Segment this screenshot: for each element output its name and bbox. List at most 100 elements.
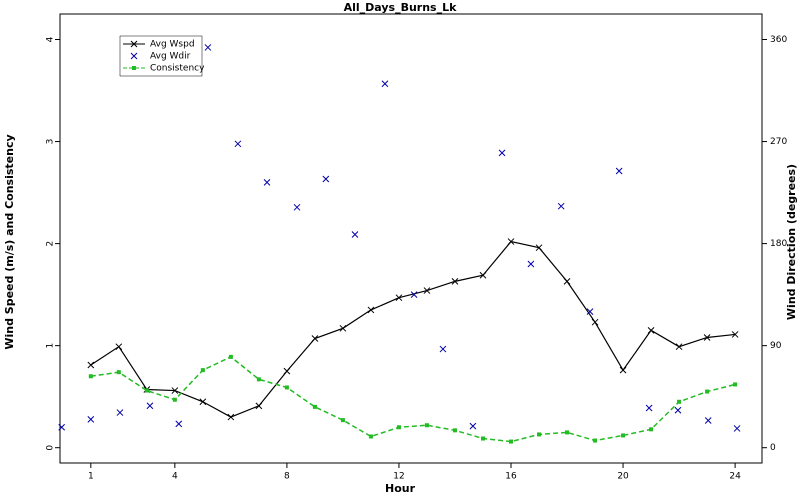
x-tick-label: 20 bbox=[617, 472, 629, 482]
data-point bbox=[557, 202, 565, 210]
x-tick-label: 8 bbox=[284, 472, 290, 482]
data-point bbox=[351, 231, 359, 238]
data-point bbox=[311, 335, 319, 342]
data-point bbox=[619, 366, 627, 374]
data-point bbox=[381, 80, 389, 88]
data-point bbox=[228, 354, 233, 359]
data-point bbox=[368, 434, 373, 439]
legend-label: Avg Wspd bbox=[150, 40, 195, 50]
data-point bbox=[480, 436, 485, 441]
data-point bbox=[396, 425, 401, 430]
data-point bbox=[593, 438, 598, 443]
data-point bbox=[469, 422, 477, 430]
y2-tick-label: 270 bbox=[770, 137, 787, 147]
data-point bbox=[509, 439, 514, 444]
data-point bbox=[703, 334, 711, 341]
data-point bbox=[293, 203, 301, 211]
data-point bbox=[479, 271, 487, 279]
legend-label: Consistency bbox=[150, 64, 205, 74]
data-point bbox=[395, 294, 403, 302]
data-point bbox=[146, 402, 154, 410]
legend-marker bbox=[130, 52, 138, 60]
data-point bbox=[451, 278, 459, 285]
data-point bbox=[116, 370, 121, 375]
data-point bbox=[116, 409, 124, 416]
chart-title: All_Days_Burns_Lk bbox=[344, 1, 458, 14]
data-point bbox=[621, 433, 626, 438]
data-point bbox=[58, 423, 66, 431]
x-tick-label: 16 bbox=[505, 472, 517, 482]
data-point bbox=[439, 345, 447, 353]
data-point bbox=[677, 399, 682, 404]
data-point bbox=[322, 175, 330, 183]
y-tick-label: 3 bbox=[46, 139, 56, 145]
data-point bbox=[410, 291, 418, 298]
x-tick-label: 24 bbox=[729, 472, 741, 482]
data-point bbox=[527, 260, 535, 268]
data-point bbox=[704, 417, 712, 424]
x-axis-label: Hour bbox=[385, 482, 416, 495]
data-point bbox=[452, 428, 457, 433]
data-point bbox=[199, 398, 207, 406]
data-point bbox=[312, 404, 317, 409]
legend-marker bbox=[132, 66, 136, 70]
data-point bbox=[175, 420, 183, 428]
data-point bbox=[591, 318, 599, 326]
x-tick-label: 1 bbox=[88, 472, 94, 482]
data-point bbox=[586, 308, 594, 315]
data-point bbox=[88, 374, 93, 379]
data-point bbox=[565, 430, 570, 435]
y2-tick-label: 90 bbox=[770, 341, 782, 351]
data-point bbox=[87, 361, 95, 369]
plot-frame bbox=[59, 13, 763, 464]
data-point bbox=[171, 387, 179, 394]
legend-marker bbox=[130, 40, 138, 48]
data-point bbox=[172, 397, 177, 402]
data-point bbox=[200, 368, 205, 373]
legend-label: Avg Wdir bbox=[150, 52, 191, 62]
data-point bbox=[263, 179, 271, 186]
data-point bbox=[537, 432, 542, 437]
data-point bbox=[733, 425, 741, 432]
y2-tick-label: 180 bbox=[770, 239, 787, 249]
data-point bbox=[144, 388, 149, 393]
data-point bbox=[675, 343, 683, 351]
data-point bbox=[645, 404, 653, 412]
series-line bbox=[90, 355, 736, 443]
data-point bbox=[227, 413, 235, 421]
data-point bbox=[423, 287, 431, 294]
data-point bbox=[731, 331, 739, 338]
data-point bbox=[535, 244, 543, 252]
data-point bbox=[498, 149, 506, 157]
data-point bbox=[256, 377, 261, 382]
y-tick-label: 1 bbox=[46, 343, 56, 349]
data-point bbox=[615, 167, 623, 175]
data-point bbox=[705, 389, 710, 394]
data-point bbox=[339, 324, 347, 332]
data-point bbox=[367, 306, 375, 314]
y2-axis-label: Wind Direction (degrees) bbox=[785, 164, 798, 320]
y2-tick-label: 360 bbox=[770, 35, 787, 45]
data-point bbox=[507, 238, 515, 245]
x-tick-label: 4 bbox=[172, 472, 178, 482]
data-point bbox=[563, 278, 571, 285]
x-tick-label: 12 bbox=[393, 472, 404, 482]
data-point bbox=[649, 427, 654, 432]
data-point bbox=[204, 44, 212, 51]
data-point bbox=[674, 406, 682, 414]
data-point bbox=[283, 367, 291, 375]
data-point bbox=[115, 343, 123, 351]
data-point bbox=[647, 326, 655, 334]
data-point bbox=[87, 415, 95, 423]
y-tick-label: 0 bbox=[46, 445, 56, 451]
data-point bbox=[733, 382, 738, 387]
data-point bbox=[424, 423, 429, 428]
data-point bbox=[340, 418, 345, 423]
y2-tick-label: 0 bbox=[770, 443, 776, 453]
data-point bbox=[284, 385, 289, 390]
y-tick-label: 4 bbox=[46, 36, 56, 42]
data-point bbox=[234, 140, 242, 148]
y-axis-label: Wind Speed (m/s) and Consistency bbox=[3, 134, 16, 349]
